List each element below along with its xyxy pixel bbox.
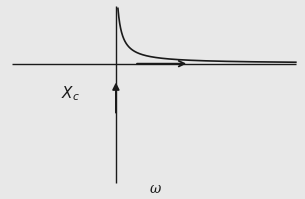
Text: $X_c$: $X_c$ <box>61 84 80 103</box>
Text: ω: ω <box>150 182 161 196</box>
